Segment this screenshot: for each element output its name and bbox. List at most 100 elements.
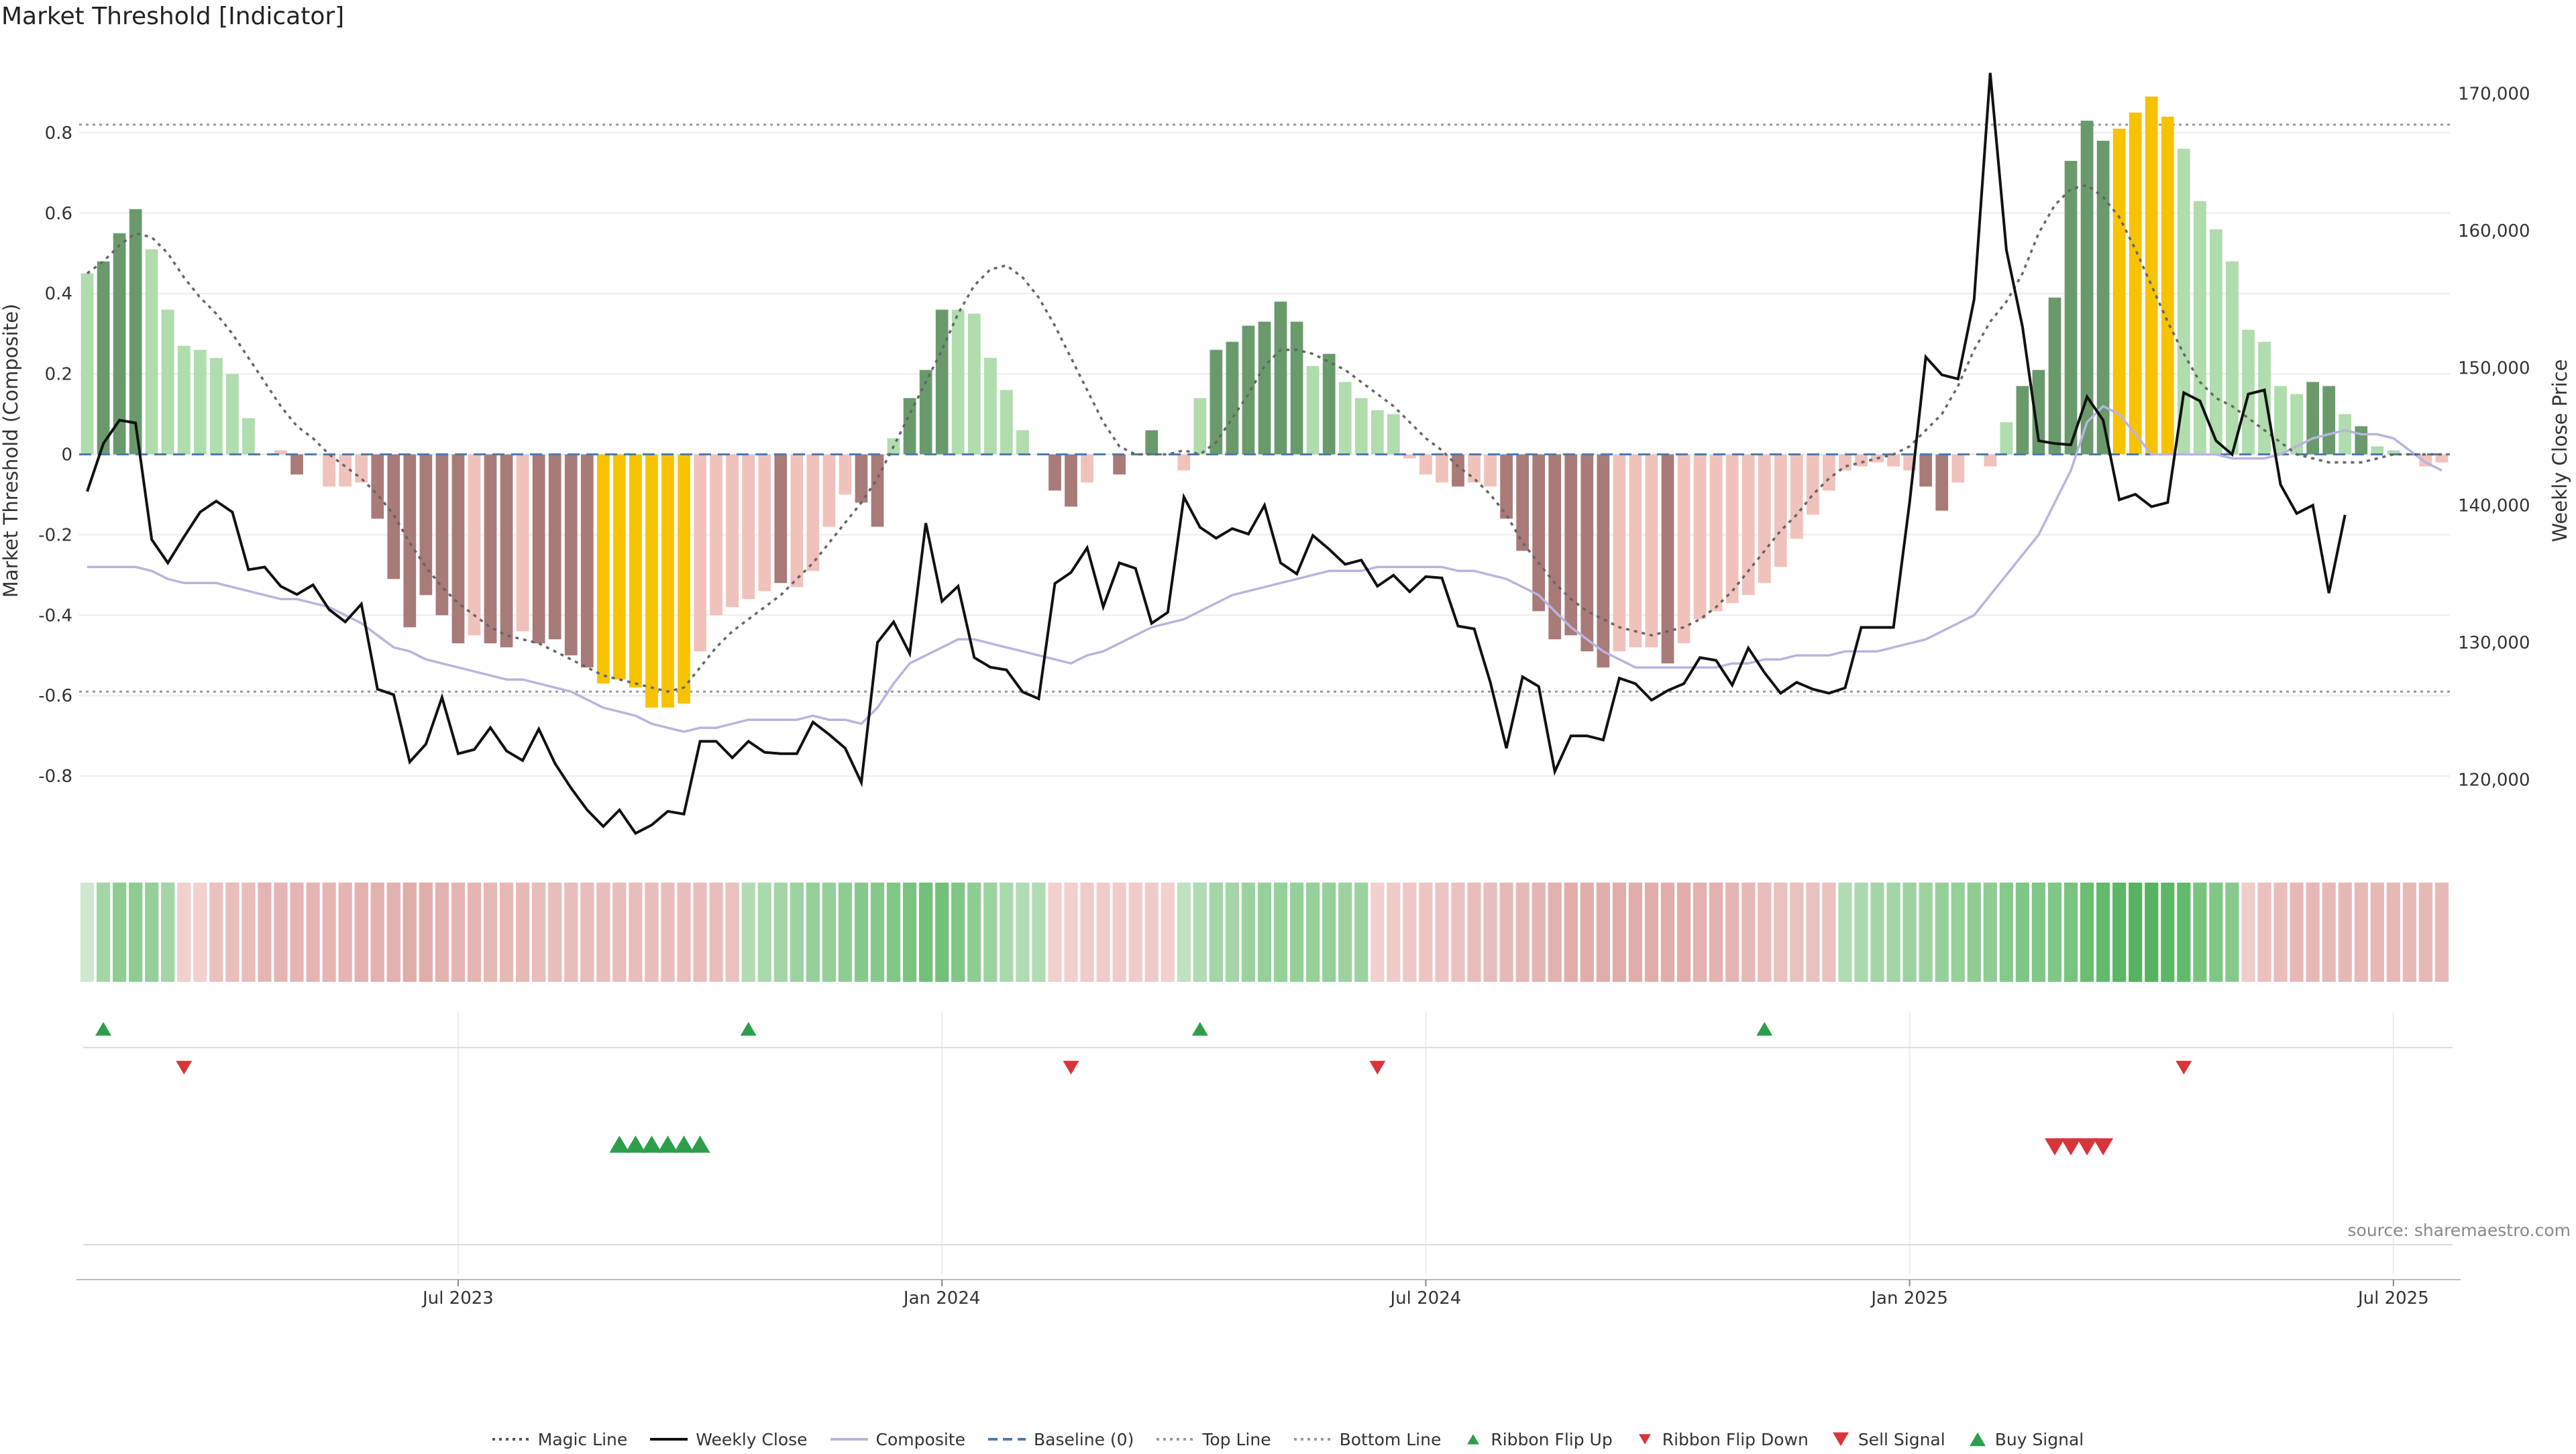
composite-bar (113, 233, 126, 455)
composite-bar (1000, 390, 1013, 455)
composite-bar (97, 261, 110, 455)
ribbon-cell (1806, 883, 1820, 982)
composite-bar (1403, 454, 1416, 459)
ribbon-cell (2354, 883, 2368, 982)
legend-swatch (830, 1438, 868, 1441)
composite-bar (596, 454, 610, 684)
legend-label: Baseline (0) (1033, 1429, 1134, 1449)
legend-swatch (1157, 1438, 1195, 1441)
composite-bar (226, 374, 239, 455)
ribbon-cell (354, 883, 368, 982)
composite-bar (371, 454, 384, 519)
buy-signal-marker (674, 1135, 694, 1153)
sell-signal-marker (2077, 1138, 2098, 1156)
ribbon-cell (1790, 883, 1804, 982)
composite-bar (1855, 454, 1868, 467)
composite-bar (967, 313, 981, 455)
sell-signal-marker (2045, 1138, 2065, 1156)
ribbon-cell (596, 883, 610, 982)
composite-bar (1968, 454, 1981, 455)
ribbon-cell (1273, 883, 1288, 982)
ribbon-cell (1112, 883, 1126, 982)
ribbon-cell (1564, 883, 1578, 982)
ribbon-cell (1758, 883, 1772, 982)
composite-bar (1984, 454, 1997, 467)
composite-bar (484, 454, 497, 644)
x-tick-label: Jan 2024 (902, 1288, 981, 1308)
composite-bar (2032, 370, 2045, 455)
ribbon-cell (1935, 883, 1949, 982)
composite-bar (2161, 116, 2174, 455)
ribbon-cell (2031, 883, 2046, 982)
y-axis-label: Market Threshold (Composite) (0, 304, 22, 598)
composite-bar (1693, 454, 1707, 620)
composite-bar (129, 209, 142, 455)
composite-bar (2112, 128, 2126, 455)
ribbon-cell (822, 883, 836, 982)
composite-bar (855, 454, 868, 503)
composite-bar (2387, 450, 2400, 455)
legend-swatch (492, 1438, 530, 1441)
ribbon-cell (1709, 883, 1723, 982)
composite-bar (2193, 201, 2206, 455)
ribbon-cell (1596, 883, 1610, 982)
composite-bar (1145, 430, 1159, 455)
composite-bar (468, 454, 481, 636)
ribbon-cell (1919, 883, 1933, 982)
ribbon-cell (2306, 883, 2320, 982)
y-tick-label: -0.2 (38, 525, 72, 545)
ribbon-flip-down-marker (176, 1060, 193, 1075)
ribbon-cell (1048, 883, 1062, 982)
ribbon-cell (693, 883, 707, 982)
legend-label: Weekly Close (696, 1429, 808, 1449)
composite-bar (532, 454, 545, 644)
ribbon-flip-down-marker (1369, 1060, 1386, 1075)
ribbon-cell (854, 883, 869, 982)
ribbon-flip-up-marker (740, 1021, 757, 1036)
ribbon-flip-down-marker (1063, 1060, 1079, 1075)
composite-bar (1709, 454, 1723, 612)
ribbon-cell (983, 883, 998, 982)
ribbon-cell (2322, 883, 2336, 982)
legend-item: Composite (830, 1430, 965, 1449)
ribbon-cell (1144, 883, 1159, 982)
ribbon-cell (838, 883, 853, 982)
composite-bar (1016, 430, 1029, 455)
legend-swatch (987, 1438, 1026, 1441)
legend-swatch-mark (1467, 1434, 1480, 1445)
legend-item: Magic Line (492, 1430, 627, 1449)
ribbon-cell (1580, 883, 1594, 982)
ribbon-cell (2209, 883, 2223, 982)
legend-item: Sell Signal (1831, 1430, 1945, 1449)
ribbon-cell (338, 883, 352, 982)
ribbon-cell (386, 883, 400, 982)
ribbon-cell (435, 883, 449, 982)
composite-bar (564, 454, 578, 656)
ribbon-cell (241, 883, 256, 982)
ribbon-cell (161, 883, 175, 982)
source-note: source: sharemaestro.com (2347, 1221, 2571, 1240)
composite-bar (839, 454, 852, 495)
ribbon-cell (2080, 883, 2094, 982)
sell-signal-marker (2093, 1138, 2114, 1156)
page-title: Market Threshold [Indicator] (1, 3, 345, 30)
legend-swatch-mark (1638, 1434, 1651, 1445)
y2-tick-label: 160,000 (2458, 221, 2530, 241)
x-tick-label: Jul 2025 (2357, 1288, 2429, 1308)
composite-bar (1161, 454, 1175, 455)
composite-bar (1242, 325, 1255, 455)
y2-axis-label: Weekly Close Price (2548, 359, 2571, 543)
ribbon-cell (1774, 883, 1788, 982)
composite-bar (661, 454, 674, 708)
ribbon-cell (1354, 883, 1368, 982)
y-tick-label: 0.4 (45, 284, 72, 304)
composite-bar (1338, 382, 1352, 455)
composite-bar (548, 454, 561, 640)
y-tick-label: 0.8 (45, 123, 72, 144)
composite-bar (1887, 454, 1900, 467)
composite-bar (1935, 454, 1949, 511)
ribbon-cell (709, 883, 723, 982)
ribbon-cell (1999, 883, 2013, 982)
composite-bar (1758, 454, 1771, 583)
composite-bar (403, 454, 417, 628)
